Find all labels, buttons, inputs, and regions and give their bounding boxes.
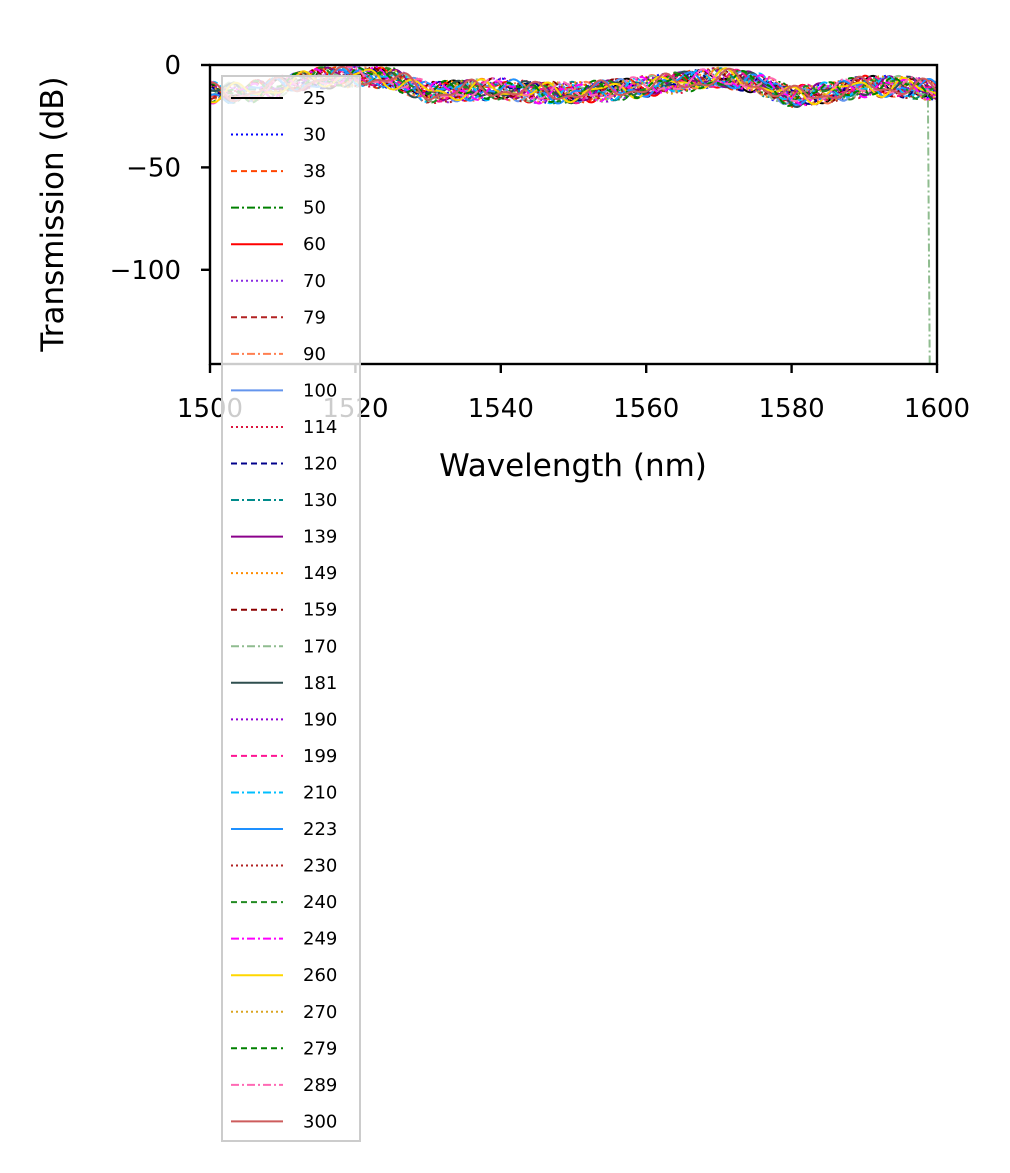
legend-label-159: 159 <box>303 600 337 621</box>
legend-label-70: 70 <box>303 271 326 292</box>
legend-label-90: 90 <box>303 344 326 365</box>
legend-label-60: 60 <box>303 234 326 255</box>
y-tick-label: −50 <box>126 153 181 183</box>
legend-label-223: 223 <box>303 819 337 840</box>
legend-label-289: 289 <box>303 1075 337 1096</box>
legend-label-100: 100 <box>303 380 337 401</box>
legend-label-240: 240 <box>303 892 337 913</box>
legend-label-139: 139 <box>303 527 337 548</box>
legend-label-260: 260 <box>303 965 337 986</box>
legend-label-181: 181 <box>303 673 337 694</box>
legend-label-38: 38 <box>303 161 326 182</box>
legend-label-50: 50 <box>303 198 326 219</box>
y-tick-label: 0 <box>164 51 181 81</box>
series-line-300 <box>209 66 938 103</box>
legend-label-199: 199 <box>303 746 337 767</box>
x-tick-label: 1580 <box>759 394 825 424</box>
legend-label-210: 210 <box>303 782 337 803</box>
series-line-114 <box>209 66 938 106</box>
legend-label-279: 279 <box>303 1038 337 1059</box>
legend-label-230: 230 <box>303 856 337 877</box>
legend-label-149: 149 <box>303 563 337 584</box>
x-tick-label: 1560 <box>613 394 679 424</box>
legend-box <box>221 75 361 1142</box>
legend-label-249: 249 <box>303 929 337 950</box>
legend-label-30: 30 <box>303 125 326 146</box>
legend-label-190: 190 <box>303 709 337 730</box>
y-tick-label: −100 <box>110 256 181 286</box>
y-axis-label: Transmission (dB) <box>35 76 71 352</box>
legend-label-79: 79 <box>303 307 326 328</box>
legend: 25 30 38 50 60 70 79 90 100 114 120 130 139 149 159 170… <box>221 75 361 1142</box>
x-tick-label: 1600 <box>904 394 970 424</box>
legend-label-170: 170 <box>303 636 337 657</box>
x-tick-label: 1540 <box>468 394 534 424</box>
x-axis-label: Wavelength (nm) <box>439 448 707 484</box>
legend-label-114: 114 <box>303 417 337 438</box>
legend-label-300: 300 <box>303 1111 337 1132</box>
legend-label-130: 130 <box>303 490 337 511</box>
legend-label-120: 120 <box>303 454 337 475</box>
y-axis-ticks: 0 −50 −100 <box>110 51 210 286</box>
legend-label-270: 270 <box>303 1002 337 1023</box>
axes-frame <box>208 63 939 366</box>
series-line-230 <box>209 67 938 104</box>
legend-label-25: 25 <box>303 88 326 109</box>
x-axis-ticks: 150015201540156015801600 <box>177 364 970 424</box>
